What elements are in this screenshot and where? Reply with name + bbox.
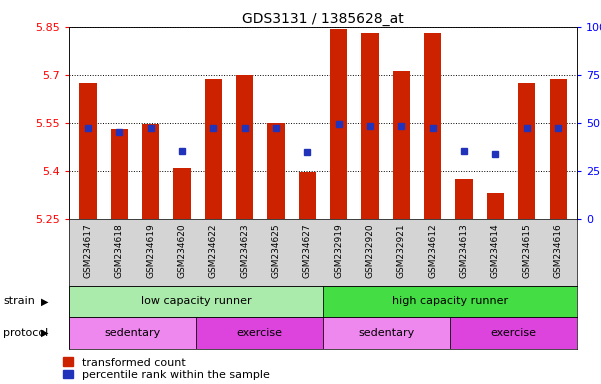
- Bar: [323, 286, 577, 317]
- Text: exercise: exercise: [237, 328, 282, 338]
- Bar: [267, 123, 285, 219]
- Bar: [142, 124, 159, 219]
- Bar: [236, 75, 253, 219]
- Bar: [196, 317, 323, 349]
- Bar: [424, 33, 441, 219]
- Text: GSM234625: GSM234625: [272, 223, 281, 278]
- Text: GSM232919: GSM232919: [334, 223, 343, 278]
- Legend: transformed count, percentile rank within the sample: transformed count, percentile rank withi…: [63, 358, 269, 380]
- Text: GSM232920: GSM232920: [365, 223, 374, 278]
- Bar: [330, 29, 347, 219]
- Text: GSM232921: GSM232921: [397, 223, 406, 278]
- Bar: [450, 317, 577, 349]
- Text: GSM234615: GSM234615: [522, 223, 531, 278]
- Bar: [456, 179, 473, 219]
- Text: GSM234616: GSM234616: [554, 223, 563, 278]
- Bar: [79, 83, 97, 219]
- Bar: [69, 286, 323, 317]
- Text: exercise: exercise: [490, 328, 537, 338]
- Bar: [69, 317, 196, 349]
- Text: ▶: ▶: [41, 296, 48, 306]
- Text: strain: strain: [3, 296, 35, 306]
- Text: GSM234622: GSM234622: [209, 223, 218, 278]
- Bar: [518, 83, 535, 219]
- Text: high capacity runner: high capacity runner: [392, 296, 508, 306]
- Text: GSM234617: GSM234617: [84, 223, 93, 278]
- Text: GSM234627: GSM234627: [303, 223, 312, 278]
- Bar: [393, 71, 410, 219]
- Text: GSM234623: GSM234623: [240, 223, 249, 278]
- Bar: [361, 33, 379, 219]
- Bar: [205, 79, 222, 219]
- Text: GSM234619: GSM234619: [146, 223, 155, 278]
- Bar: [549, 79, 567, 219]
- Bar: [323, 317, 450, 349]
- Text: ▶: ▶: [41, 328, 48, 338]
- Text: GSM234618: GSM234618: [115, 223, 124, 278]
- Text: low capacity runner: low capacity runner: [141, 296, 251, 306]
- Text: sedentary: sedentary: [358, 328, 415, 338]
- Text: GSM234620: GSM234620: [177, 223, 186, 278]
- Bar: [111, 129, 128, 219]
- Text: GSM234612: GSM234612: [429, 223, 438, 278]
- Text: GSM234614: GSM234614: [491, 223, 500, 278]
- Title: GDS3131 / 1385628_at: GDS3131 / 1385628_at: [242, 12, 404, 26]
- Bar: [299, 172, 316, 219]
- Text: sedentary: sedentary: [105, 328, 160, 338]
- Bar: [173, 168, 191, 219]
- Text: protocol: protocol: [3, 328, 48, 338]
- Bar: [487, 193, 504, 219]
- Text: GSM234613: GSM234613: [460, 223, 469, 278]
